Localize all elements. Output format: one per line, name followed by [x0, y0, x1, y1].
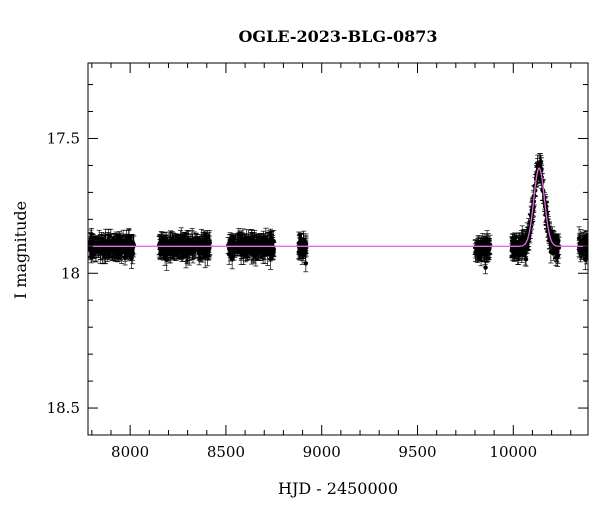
x-tick-label: 8500 [207, 443, 245, 461]
x-axis-label: HJD - 2450000 [278, 479, 398, 498]
data-point [303, 254, 309, 273]
data-point [179, 239, 185, 262]
x-tick-label: 9500 [398, 443, 436, 461]
data-point [582, 249, 588, 271]
data-point [260, 230, 266, 256]
chart-title: OGLE-2023-BLG-0873 [238, 27, 437, 46]
data-point [522, 239, 528, 259]
data-point [266, 230, 272, 255]
data-point [483, 260, 489, 275]
y-axis-label: I magnitude [11, 201, 30, 299]
y-tick-label: 17.5 [47, 129, 80, 147]
data-point [163, 241, 169, 257]
data-point [300, 239, 306, 262]
data-point [477, 244, 483, 259]
data-point [553, 249, 559, 267]
data-point [92, 237, 98, 259]
plot-frame [87, 62, 589, 436]
data-point [257, 237, 263, 261]
data-point [185, 230, 191, 255]
x-tick-label: 9000 [303, 443, 341, 461]
model-curve [88, 167, 588, 247]
data-point [177, 239, 183, 255]
data-point [130, 244, 136, 261]
data-point [111, 236, 117, 261]
x-tick-label: 10000 [489, 443, 537, 461]
data-point [238, 230, 244, 254]
data-point [129, 234, 135, 251]
data-point [113, 243, 119, 263]
data-point [229, 249, 235, 270]
data-point [88, 233, 94, 255]
data-point [199, 241, 205, 256]
data-layer [88, 153, 588, 275]
data-point [246, 237, 252, 250]
model-layer [88, 167, 588, 247]
data-point [167, 241, 173, 264]
data-point [193, 237, 199, 252]
x-tick-label: 8000 [111, 443, 149, 461]
y-tick-label: 18.5 [47, 399, 80, 417]
y-tick-label: 18 [61, 264, 80, 282]
ticks-layer: 8000 8500 9000 9500 10000 17.5 18 18.5 [47, 63, 588, 461]
